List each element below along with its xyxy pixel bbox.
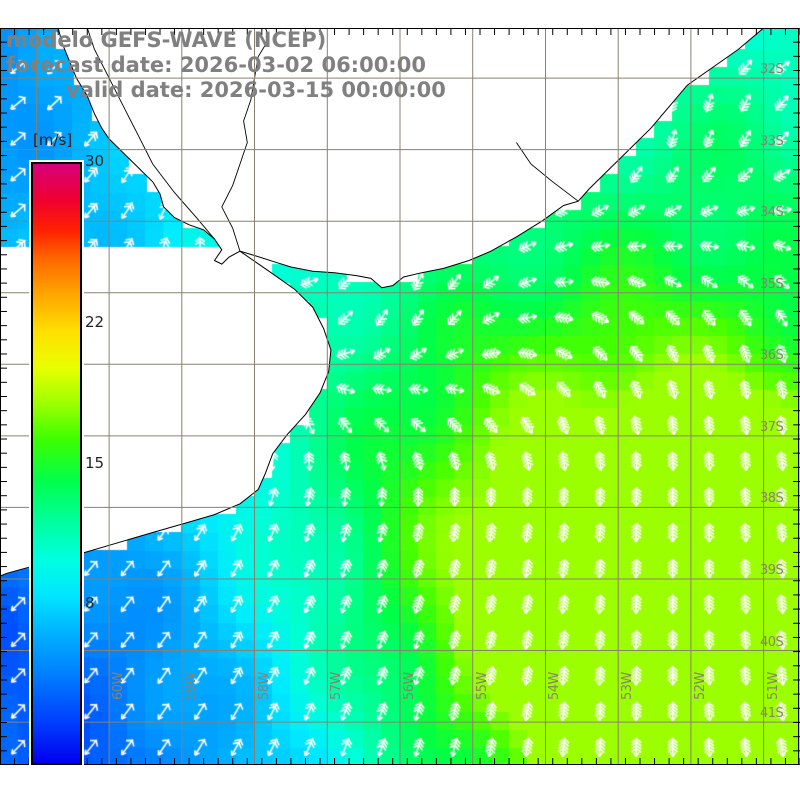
river-border-0 — [221, 28, 270, 252]
river-border-1 — [86, 28, 215, 240]
lat-tick-label: 37S — [760, 419, 784, 435]
lat-tick-label: 38S — [760, 491, 784, 507]
lon-tick-label: 55W — [474, 672, 490, 700]
lon-tick-label: 52W — [692, 672, 708, 700]
colorbar-gradient — [31, 162, 82, 765]
lon-tick-label: 51W — [765, 672, 781, 700]
lat-tick-label: 41S — [760, 706, 784, 722]
lat-tick-label: 33S — [760, 133, 784, 149]
land-mask-north — [0, 28, 764, 288]
river-border-2 — [516, 142, 579, 202]
map-plot-area[interactable] — [0, 28, 800, 765]
lon-tick-label: 58W — [256, 672, 272, 700]
lat-tick-label: 35S — [760, 276, 784, 292]
lat-tick-label: 34S — [760, 205, 784, 221]
colorbar-tick-22: 22 — [85, 312, 105, 331]
lat-tick-label: 32S — [760, 62, 784, 78]
lat-tick-label: 36S — [760, 348, 784, 364]
colorbar-units-label: [m/s] — [33, 131, 73, 149]
lon-tick-label: 53W — [620, 672, 636, 700]
colorbar-tick-30: 30 — [85, 152, 105, 170]
coastline-north — [57, 28, 764, 289]
lon-tick-label: 57W — [329, 672, 345, 700]
lon-tick-label: 56W — [402, 672, 417, 700]
colorbar-tick-15: 15 — [85, 453, 105, 472]
lon-tick-label: 59W — [183, 672, 199, 700]
lat-tick-label: 39S — [760, 562, 784, 578]
coastline-south — [0, 250, 332, 577]
colorbar-tick-8: 8 — [85, 594, 95, 613]
colorbar: [m/s] 30 22 15 8 — [0, 0, 140, 800]
lat-tick-label: 40S — [760, 634, 784, 650]
lon-tick-label: 54W — [547, 672, 563, 700]
